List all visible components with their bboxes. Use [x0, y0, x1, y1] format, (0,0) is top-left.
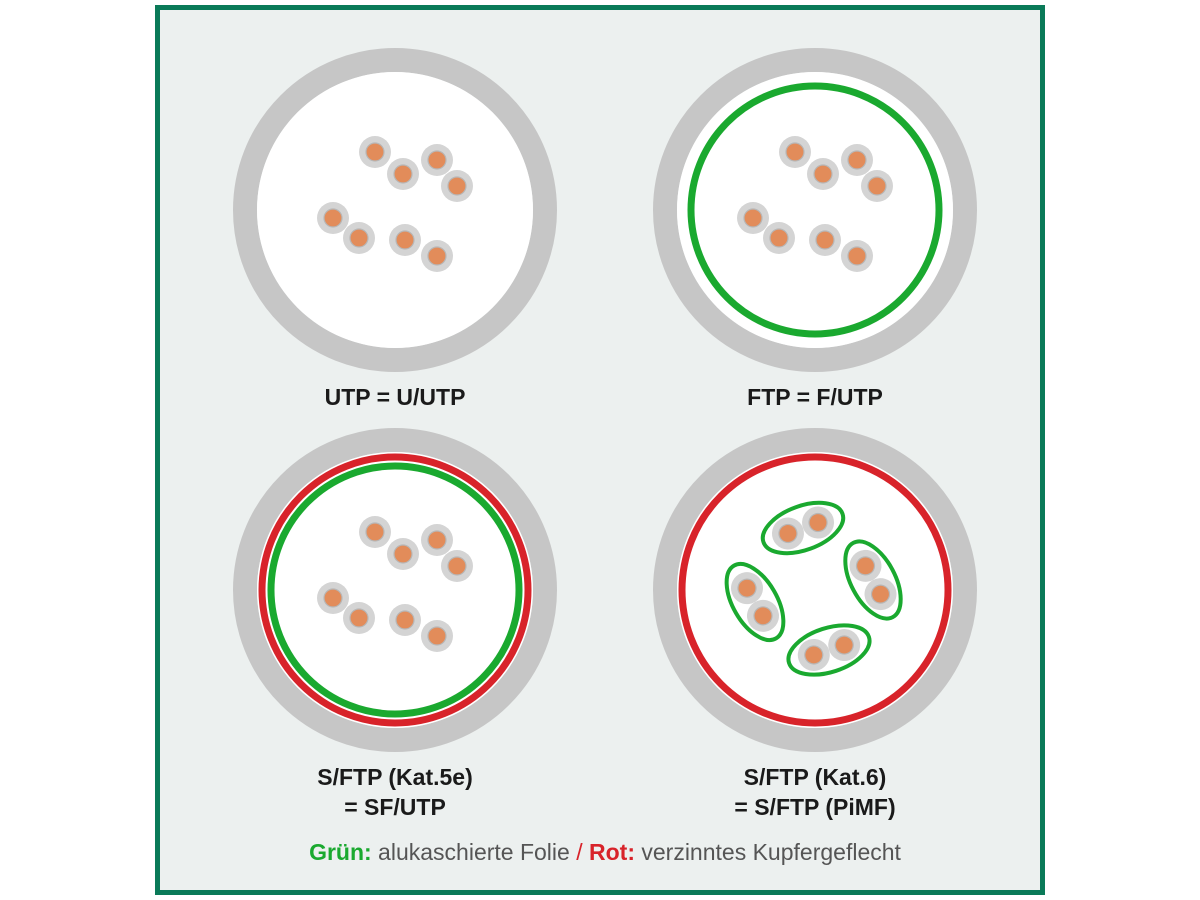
cable-label-sftp5e-line2: = SF/UTP [344, 794, 446, 820]
legend-red-text: verzinntes Kupfergeflecht [635, 839, 902, 865]
diagram-svg: UTP = U/UTP FTP = F/UTP S/FTP (Kat.5e) = SF… [160, 10, 1050, 900]
cable-sftp6: S/FTP (Kat.6) = S/FTP (PiMF) [665, 440, 965, 820]
legend-red-key: Rot: [589, 839, 635, 865]
cable-label-ftp-line1: FTP = F/UTP [747, 384, 883, 410]
inner-fill [257, 452, 533, 728]
inner-fill [677, 452, 953, 728]
legend-separator: / [576, 839, 589, 865]
legend-green-text: alukaschierte Folie [372, 839, 577, 865]
stage: UTP = U/UTP FTP = F/UTP S/FTP (Kat.5e) = SF… [0, 0, 1200, 900]
inner-fill [677, 72, 953, 348]
cable-utp: UTP = U/UTP [245, 60, 545, 410]
legend-green-key: Grün: [309, 839, 372, 865]
cable-label-utp-line1: UTP = U/UTP [325, 384, 466, 410]
cable-ftp: FTP = F/UTP [665, 60, 965, 410]
cable-label-sftp6-line2: = S/FTP (PiMF) [734, 794, 895, 820]
diagram-panel: UTP = U/UTP FTP = F/UTP S/FTP (Kat.5e) = SF… [155, 5, 1045, 895]
legend-line: Grün: alukaschierte Folie / Rot: verzinn… [309, 839, 901, 865]
cable-label-sftp6-line1: S/FTP (Kat.6) [744, 764, 887, 790]
cable-sftp5e: S/FTP (Kat.5e) = SF/UTP [245, 440, 545, 820]
inner-fill [257, 72, 533, 348]
cable-label-sftp5e-line1: S/FTP (Kat.5e) [317, 764, 473, 790]
